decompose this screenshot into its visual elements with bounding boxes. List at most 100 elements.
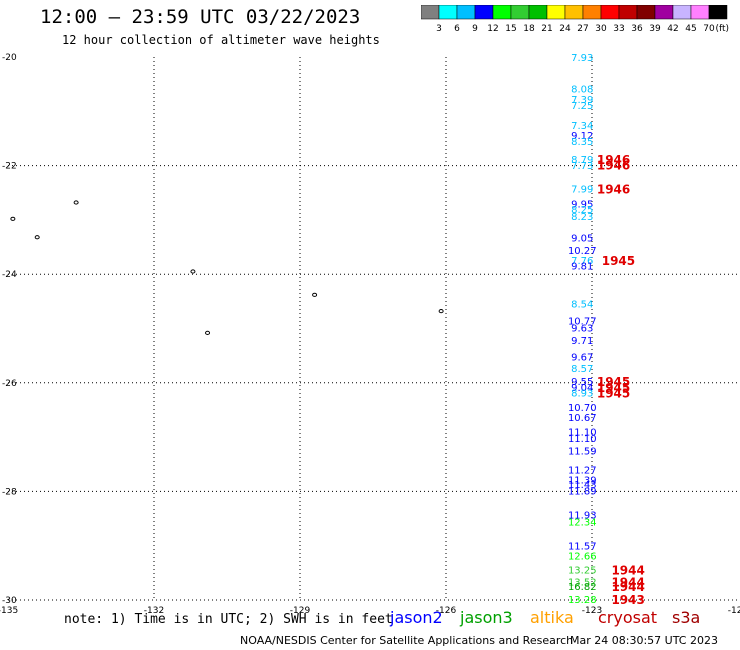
colorbar-swatch: [708, 5, 728, 20]
wave-height-label: 13.25: [568, 566, 597, 577]
wave-height-label: 9.04: [571, 383, 593, 394]
wave-height-label: 11.10: [568, 428, 597, 439]
wave-height-label: 8.23: [571, 212, 593, 223]
island-outline: [312, 292, 318, 297]
time-label: 1945: [597, 375, 630, 389]
island-outline: [10, 216, 16, 221]
x-tick-label: -126: [436, 606, 457, 616]
y-tick-label: -22: [2, 162, 17, 172]
generation-timestamp: Mar 24 08:30:57 UTC 2023: [570, 634, 718, 647]
time-label: 1944: [611, 576, 644, 590]
time-label: 1945: [597, 387, 630, 401]
colorbar-label: 33: [613, 24, 624, 34]
wave-height-label: 10.70: [568, 403, 597, 414]
colorbar-label: 18: [523, 24, 535, 34]
x-tick-label: -132: [144, 606, 164, 616]
y-tick-label: -20: [2, 53, 17, 63]
wave-height-label: 11.57: [568, 542, 597, 553]
chart-title: 12:00 – 23:59 UTC 03/22/2023: [40, 6, 361, 28]
wave-height-label: 9.55: [571, 377, 593, 388]
wave-height-label: 9.81: [571, 262, 593, 273]
time-label: 1943: [611, 593, 644, 607]
island-outline: [438, 309, 444, 314]
island-outline: [34, 235, 40, 240]
legend-jason2: jason2: [390, 608, 443, 627]
colorbar-label: 27: [577, 24, 588, 34]
wave-height-label: 7.76: [571, 256, 593, 267]
y-tick-label: -30: [2, 596, 17, 606]
wave-height-label: 10.27: [568, 246, 597, 257]
wave-height-label: 7.73: [571, 161, 593, 172]
wave-height-label: 9.67: [571, 353, 593, 364]
wave-height-label: 8.25: [571, 205, 593, 216]
wave-height-label: 7.25: [571, 101, 593, 112]
legend-cryosat: cryosat: [598, 608, 658, 627]
colorbar-label: 30: [595, 24, 607, 34]
wave-height-label: 10.77: [568, 316, 597, 327]
time-label: 1944: [611, 580, 644, 594]
y-tick-label: -24: [2, 270, 17, 280]
wave-height-label: 8.57: [571, 364, 593, 375]
color-scale-legend: 3 6 9 12 15 18 21 24 27 30 33 36 39 42 45 70 (ft): [421, 5, 729, 34]
wave-height-label: 11.59: [568, 447, 597, 458]
footnote: note: 1) Time is in UTC; 2) SWH is in fe…: [64, 612, 393, 627]
wave-height-label: 9.63: [571, 323, 593, 334]
colorbar-label: 15: [505, 24, 516, 34]
wave-height-label: 11.89: [568, 486, 597, 497]
wave-height-label: 11.39: [568, 475, 597, 486]
wave-height-label: 11.43: [568, 480, 597, 491]
wave-height-label: 9.95: [571, 200, 593, 211]
wave-height-label: 9.12: [571, 131, 593, 142]
colorbar-label: 9: [472, 24, 478, 34]
x-tick-label: -129: [290, 606, 311, 616]
colorbar-label: 45: [685, 24, 696, 34]
island-outline: [73, 200, 79, 205]
time-label: 1944: [611, 564, 644, 578]
colorbar-label: 70: [703, 24, 715, 34]
wave-height-label: 8.08: [571, 84, 593, 95]
colorbar-label: 12: [487, 24, 498, 34]
wave-height-label: 13.52: [568, 578, 597, 589]
chart-subtitle: 12 hour collection of altimeter wave hei…: [62, 33, 380, 47]
legend-jason3: jason3: [460, 608, 513, 627]
colorbar-label: 6: [454, 24, 460, 34]
wave-height-label: 13.28: [568, 595, 597, 606]
x-tick-label: -120: [728, 606, 740, 616]
island-outline: [190, 269, 196, 274]
colorbar-label: 36: [631, 24, 643, 34]
wave-height-label: 8.79: [571, 155, 593, 166]
y-tick-label: -26: [2, 379, 17, 389]
time-label: 1945: [597, 381, 630, 395]
colorbar-label: 21: [541, 24, 552, 34]
x-tick-label: -135: [0, 606, 18, 616]
wave-height-label: 7.93: [571, 53, 593, 64]
wave-height-label: 11.10: [568, 434, 597, 445]
credit-line: NOAA/NESDIS Center for Satellite Applica…: [240, 634, 574, 647]
colorbar-label: 3: [436, 24, 442, 34]
x-tick-label: -123: [582, 606, 602, 616]
colorbar-label: 42: [667, 24, 678, 34]
wave-height-label: 7.99: [571, 184, 593, 195]
island-outline: [205, 330, 211, 335]
wave-height-label: 12.34: [568, 517, 597, 528]
wave-height-label: 11.93: [568, 511, 597, 522]
wave-height-label: 10.67: [568, 413, 597, 424]
wave-height-label: 9.71: [571, 336, 593, 347]
wave-height-label: 7.39: [571, 95, 593, 106]
colorbar-label: 39: [649, 24, 661, 34]
wave-height-label: 9.05: [571, 233, 593, 244]
colorbar-label: 24: [559, 24, 571, 34]
colorbar-unit: (ft): [715, 24, 729, 34]
wave-height-label: 11.27: [568, 466, 597, 477]
time-label: 1946: [597, 182, 630, 196]
legend-altika: altika: [530, 608, 574, 627]
wave-height-label: 16.82: [568, 582, 597, 593]
wave-height-label: 12.66: [568, 551, 597, 562]
wave-height-label: 8.35: [571, 137, 593, 148]
time-label: 1946: [597, 153, 630, 167]
y-tick-label: -28: [2, 487, 17, 497]
time-label: 1946: [597, 159, 630, 173]
legend-s3a: s3a: [672, 608, 701, 627]
wave-height-label: 8.93: [571, 389, 593, 400]
